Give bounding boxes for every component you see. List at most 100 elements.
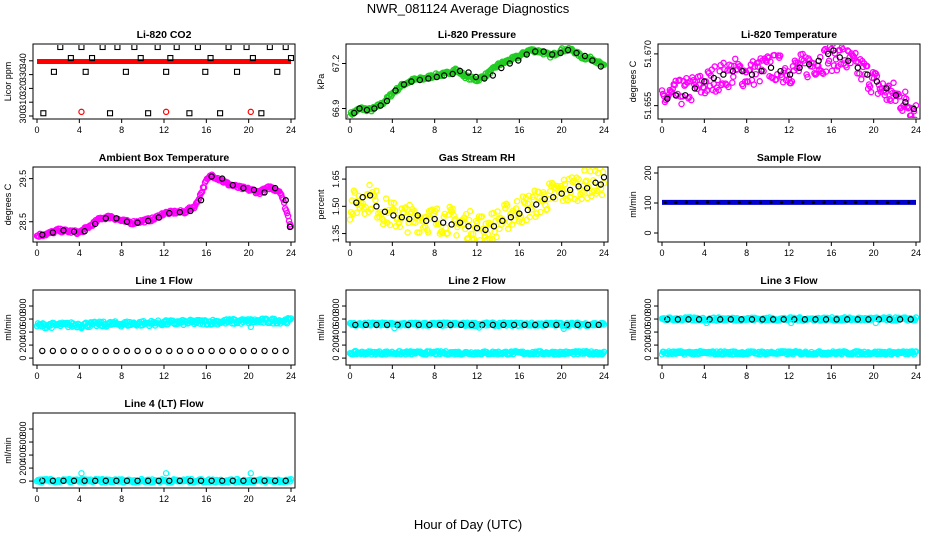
band-point — [396, 223, 404, 231]
x-tick-label: 12 — [784, 125, 794, 135]
band-point — [406, 201, 413, 209]
data-point — [144, 477, 152, 484]
data-point — [695, 316, 703, 323]
x-tick-label: 24 — [911, 125, 921, 135]
series-line1-cyan — [34, 315, 294, 332]
data-point — [286, 223, 294, 231]
data-point — [261, 347, 268, 355]
band-point — [668, 88, 676, 96]
x-tick-label: 0 — [347, 248, 352, 258]
data-point — [872, 319, 879, 327]
band-point — [532, 213, 539, 221]
band-point — [435, 220, 443, 228]
band-point — [387, 199, 395, 206]
data-point — [532, 321, 539, 329]
band-point — [863, 62, 871, 70]
x-tick-label: 20 — [869, 371, 879, 381]
x-tick-label: 4 — [390, 125, 395, 135]
band-point — [558, 185, 566, 193]
data-point — [500, 321, 507, 329]
data-point — [99, 45, 106, 51]
panel-rh: Gas Stream RH percent 0 4 8 12 16 20 24 1.35 1.50 1… — [316, 152, 609, 258]
data-point — [282, 477, 289, 484]
data-point — [271, 347, 279, 355]
band-point — [752, 70, 760, 78]
x-tick-label: 24 — [599, 371, 609, 381]
x-tick-label: 8 — [119, 125, 124, 135]
band-point — [582, 178, 589, 185]
x-tick-label: 20 — [244, 494, 254, 504]
data-point — [553, 321, 560, 329]
data-point — [524, 206, 532, 214]
x-tick-label: 4 — [390, 371, 395, 381]
y-tick-label: 800 — [331, 299, 341, 314]
data-point — [123, 218, 131, 225]
data-point — [250, 477, 258, 484]
band-point — [729, 79, 736, 86]
panel-title: Li-820 Temperature — [741, 29, 837, 41]
y-tick-label: 600 — [643, 312, 653, 327]
y-tick-label: 100 — [643, 195, 653, 210]
y-axis-label: ml/min — [628, 314, 638, 341]
panel-title: Line 1 Flow — [135, 275, 193, 287]
data-point — [67, 54, 74, 62]
data-point — [162, 318, 170, 325]
y-tick-label: 200 — [643, 338, 653, 353]
band-point — [910, 108, 918, 115]
data-point — [896, 316, 904, 323]
data-point — [381, 208, 389, 215]
x-tick-label: 8 — [119, 494, 124, 504]
data-point — [436, 321, 444, 329]
band-point — [490, 209, 497, 217]
band-point — [600, 348, 607, 356]
data-point — [261, 189, 268, 196]
band-point — [830, 62, 838, 69]
data-point — [39, 477, 46, 484]
data-point — [176, 347, 184, 355]
data-point — [472, 73, 480, 81]
x-tick-label: 0 — [659, 248, 664, 258]
data-point — [701, 78, 708, 85]
data-point — [144, 217, 152, 225]
data-point — [801, 200, 805, 204]
y-axis-label: ml/min — [3, 437, 13, 464]
data-point — [240, 477, 247, 484]
band-point — [689, 74, 696, 81]
panel-title: Line 2 Flow — [448, 275, 506, 287]
band-point — [736, 62, 744, 70]
data-point — [70, 347, 78, 355]
band-point — [464, 234, 472, 241]
data-point — [703, 319, 710, 327]
x-tick-label: 8 — [119, 248, 124, 258]
band-point — [444, 229, 451, 237]
data-point — [481, 75, 488, 82]
x-tick-label: 20 — [557, 248, 567, 258]
data-point — [282, 196, 289, 204]
band-point — [483, 236, 491, 241]
data-point — [225, 45, 232, 51]
data-point — [805, 61, 813, 68]
data-point — [113, 477, 120, 484]
data-point — [758, 200, 763, 204]
data-point — [769, 200, 773, 204]
band-point — [382, 195, 390, 202]
data-point — [489, 321, 497, 329]
data-point — [400, 81, 408, 88]
y-tick-label: 200 — [331, 338, 341, 353]
data-point — [70, 477, 78, 484]
band-point — [494, 208, 501, 215]
band-point — [441, 210, 449, 218]
band-point — [597, 185, 605, 192]
panel-title: Ambient Box Temperature — [99, 152, 230, 164]
plot-area — [659, 314, 919, 358]
band-point — [817, 53, 824, 61]
y-tick-label: 800 — [643, 299, 653, 314]
x-tick-label: 24 — [911, 371, 921, 381]
data-point — [739, 67, 746, 75]
band-point — [818, 69, 826, 76]
x-tick-label: 0 — [34, 371, 39, 381]
band-point — [541, 191, 548, 198]
band-point — [287, 315, 294, 322]
band-point — [449, 205, 456, 212]
